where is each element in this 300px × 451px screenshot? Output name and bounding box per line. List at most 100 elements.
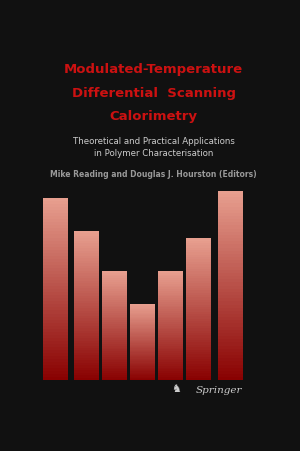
- Bar: [186, 309, 211, 312]
- Bar: [218, 226, 244, 229]
- Bar: [102, 313, 127, 315]
- Bar: [74, 299, 99, 301]
- Bar: [186, 352, 211, 354]
- Bar: [218, 327, 244, 330]
- Bar: [158, 284, 183, 286]
- Bar: [158, 362, 183, 364]
- Bar: [130, 314, 155, 316]
- Bar: [218, 321, 244, 324]
- Bar: [218, 286, 244, 289]
- Bar: [74, 289, 99, 291]
- Bar: [158, 272, 183, 273]
- Bar: [43, 232, 68, 235]
- Bar: [74, 244, 99, 246]
- Bar: [218, 242, 244, 245]
- Bar: [74, 311, 99, 313]
- Bar: [74, 366, 99, 368]
- Bar: [74, 249, 99, 251]
- Bar: [130, 372, 155, 373]
- Bar: [102, 377, 127, 379]
- Bar: [130, 341, 155, 342]
- Bar: [218, 232, 244, 235]
- Bar: [218, 229, 244, 232]
- Bar: [158, 321, 183, 322]
- Bar: [102, 372, 127, 373]
- Bar: [130, 340, 155, 341]
- Bar: [74, 356, 99, 358]
- Bar: [102, 272, 127, 273]
- Bar: [130, 318, 155, 319]
- Bar: [43, 207, 68, 211]
- Bar: [186, 324, 211, 326]
- Bar: [186, 265, 211, 267]
- Bar: [130, 379, 155, 381]
- Bar: [158, 375, 183, 377]
- Bar: [74, 318, 99, 321]
- Bar: [74, 269, 99, 271]
- Bar: [186, 288, 211, 290]
- Bar: [158, 315, 183, 317]
- Bar: [102, 379, 127, 381]
- Bar: [130, 364, 155, 365]
- Bar: [102, 293, 127, 295]
- Bar: [74, 346, 99, 348]
- Bar: [43, 347, 68, 350]
- Bar: [186, 276, 211, 279]
- Bar: [43, 256, 68, 259]
- Bar: [130, 309, 155, 310]
- Bar: [102, 368, 127, 370]
- Bar: [130, 370, 155, 372]
- Bar: [218, 371, 244, 374]
- Bar: [43, 229, 68, 232]
- Bar: [43, 274, 68, 277]
- Bar: [186, 317, 211, 319]
- Bar: [218, 308, 244, 311]
- Bar: [218, 355, 244, 359]
- Bar: [186, 262, 211, 265]
- Bar: [186, 333, 211, 336]
- Bar: [186, 279, 211, 281]
- Bar: [158, 281, 183, 282]
- Bar: [74, 306, 99, 308]
- Bar: [130, 353, 155, 354]
- Bar: [74, 301, 99, 304]
- Bar: [130, 337, 155, 339]
- Bar: [158, 350, 183, 351]
- Bar: [158, 364, 183, 366]
- Bar: [130, 326, 155, 327]
- Bar: [130, 363, 155, 364]
- Bar: [186, 255, 211, 258]
- Text: Springer: Springer: [196, 385, 242, 394]
- Bar: [186, 305, 211, 307]
- Bar: [158, 295, 183, 297]
- Bar: [218, 302, 244, 305]
- Bar: [102, 330, 127, 331]
- Bar: [186, 295, 211, 298]
- Bar: [43, 244, 68, 247]
- Bar: [130, 346, 155, 347]
- Bar: [74, 313, 99, 316]
- Bar: [102, 337, 127, 339]
- Bar: [218, 248, 244, 251]
- Bar: [43, 272, 68, 274]
- Bar: [102, 370, 127, 372]
- Bar: [43, 356, 68, 359]
- Bar: [74, 231, 99, 234]
- Bar: [43, 265, 68, 268]
- Bar: [218, 213, 244, 216]
- Bar: [218, 324, 244, 327]
- Bar: [218, 314, 244, 318]
- Bar: [186, 312, 211, 314]
- Bar: [218, 318, 244, 321]
- Bar: [102, 302, 127, 304]
- Bar: [43, 211, 68, 214]
- Bar: [102, 326, 127, 328]
- Bar: [130, 323, 155, 325]
- Bar: [130, 349, 155, 350]
- Bar: [130, 347, 155, 349]
- Bar: [218, 210, 244, 213]
- Bar: [218, 220, 244, 223]
- Bar: [130, 316, 155, 317]
- Bar: [158, 324, 183, 326]
- Bar: [186, 281, 211, 284]
